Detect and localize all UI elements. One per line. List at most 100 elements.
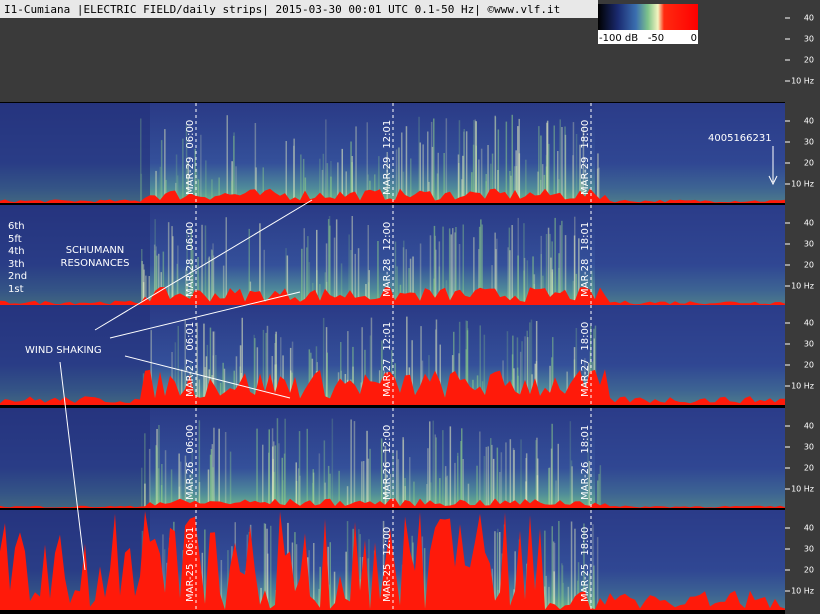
noise-streak: [273, 471, 275, 508]
noise-streak: [572, 280, 574, 305]
noise-streak: [419, 243, 422, 305]
noise-streak: [494, 115, 496, 203]
noise-streak: [156, 429, 158, 508]
noise-streak: [491, 153, 494, 203]
noise-streak: [327, 465, 330, 508]
night-band: [595, 408, 785, 508]
noise-streak: [543, 174, 546, 203]
noise-streak: [540, 135, 542, 203]
noise-streak: [512, 335, 514, 405]
noise-streak: [557, 151, 559, 203]
noise-streak: [478, 159, 480, 203]
noise-streak: [207, 469, 210, 508]
noise-streak: [346, 521, 349, 610]
frequency-tick-label: 10 Hz: [791, 382, 814, 391]
noise-streak: [220, 560, 223, 610]
noise-streak: [523, 270, 525, 305]
noise-streak: [368, 539, 370, 610]
night-band: [595, 305, 785, 405]
noise-streak: [551, 423, 553, 508]
noise-streak: [178, 453, 180, 508]
noise-streak: [274, 445, 277, 508]
noise-streak: [558, 179, 560, 203]
noise-streak: [409, 258, 412, 305]
noise-streak: [507, 247, 509, 305]
noise-streak: [268, 429, 270, 508]
noise-streak: [210, 449, 213, 508]
noise-streak: [365, 284, 367, 305]
noise-streak: [231, 180, 233, 203]
noise-streak: [198, 482, 201, 508]
noise-streak: [413, 481, 415, 508]
noise-streak: [423, 548, 426, 610]
noise-streak: [479, 431, 481, 508]
noise-streak: [561, 565, 564, 610]
noise-streak: [235, 356, 238, 405]
noise-streak: [404, 478, 406, 508]
noise-streak: [494, 531, 496, 610]
noise-streak: [266, 528, 268, 610]
noise-streak: [462, 459, 464, 508]
strip-time: 06:01: [185, 527, 196, 556]
noise-streak: [575, 134, 578, 203]
noise-streak: [340, 342, 342, 405]
noise-streak: [256, 347, 259, 405]
noise-streak: [312, 469, 314, 508]
noise-streak: [460, 441, 462, 508]
noise-streak: [272, 458, 274, 508]
noise-streak: [345, 551, 347, 610]
noise-streak: [293, 138, 295, 203]
noise-streak: [204, 225, 207, 305]
strip-date: MAR-28: [580, 259, 591, 297]
noise-streak: [458, 163, 460, 203]
noise-streak: [328, 216, 331, 305]
noise-streak: [491, 265, 493, 305]
noise-streak: [324, 272, 327, 305]
noise-streak: [555, 480, 557, 508]
noise-streak: [432, 420, 434, 508]
noise-streak: [308, 349, 311, 405]
noise-streak: [403, 240, 405, 305]
noise-streak: [594, 325, 597, 405]
noise-streak: [562, 582, 564, 610]
noise-streak: [409, 457, 411, 508]
noise-streak: [275, 331, 277, 405]
strip-date: MAR-27: [185, 359, 196, 397]
noise-streak: [509, 439, 512, 508]
colorbar-label: 0: [691, 33, 697, 44]
noise-streak: [422, 144, 424, 203]
noise-streak: [272, 446, 274, 508]
noise-streak: [517, 375, 519, 405]
noise-streak: [545, 234, 548, 305]
noise-streak: [492, 458, 495, 508]
noise-streak: [271, 356, 273, 405]
noise-streak: [479, 325, 481, 405]
noise-streak: [430, 121, 433, 203]
noise-streak: [215, 355, 217, 405]
noise-streak: [598, 167, 600, 203]
noise-streak: [162, 251, 165, 305]
noise-streak: [156, 255, 158, 305]
noise-streak: [200, 134, 202, 203]
noise-streak: [473, 120, 475, 203]
noise-streak: [276, 418, 279, 508]
night-band: [595, 510, 785, 610]
noise-streak: [350, 419, 352, 508]
noise-streak: [475, 121, 477, 203]
noise-streak: [256, 428, 258, 508]
noise-streak: [564, 134, 567, 203]
noise-streak: [270, 525, 272, 610]
noise-streak: [201, 224, 203, 305]
frequency-tick-label: 20: [804, 159, 814, 168]
noise-streak: [266, 325, 269, 405]
noise-streak: [564, 235, 567, 305]
noise-streak: [367, 225, 369, 305]
noise-streak: [573, 235, 576, 305]
noise-streak: [184, 455, 187, 508]
frequency-tick-label: 40: [804, 219, 814, 228]
wind-label: WIND SHAKING: [25, 345, 102, 356]
noise-streak: [512, 447, 515, 508]
noise-streak: [402, 247, 405, 305]
noise-streak: [378, 156, 380, 203]
strip-timestamp: MAR-27 18:00: [580, 322, 591, 397]
